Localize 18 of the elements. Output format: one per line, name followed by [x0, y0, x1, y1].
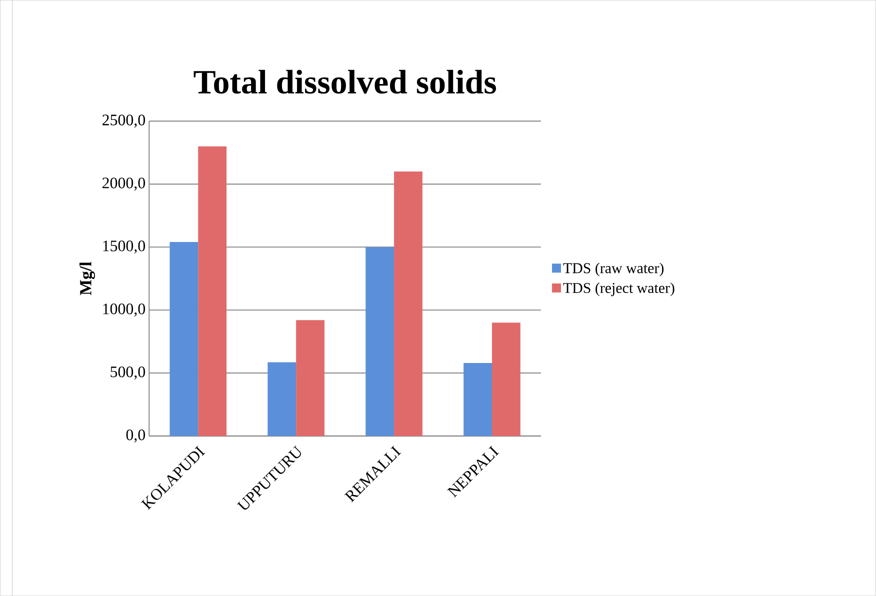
- y-tick-label: 2500,0: [102, 114, 146, 128]
- bar: [464, 362, 492, 436]
- bar: [394, 171, 422, 436]
- y-tick-label: 1500,0: [103, 240, 146, 254]
- bar: [268, 362, 296, 436]
- legend-label: TDS (raw water): [563, 262, 664, 276]
- y-axis-title: Mg/l: [79, 262, 95, 296]
- y-tick-label: 0,0: [126, 429, 146, 442]
- bar: [198, 146, 227, 436]
- legend-label: TDS (reject water): [563, 282, 674, 296]
- y-tick-label: 2000,0: [102, 178, 146, 191]
- y-tick-label: 1000,0: [103, 303, 146, 317]
- chart-title: Total dissolved solids: [194, 70, 496, 94]
- bar: [296, 320, 324, 436]
- bar: [170, 242, 198, 436]
- bar: [366, 247, 394, 436]
- y-tick-label: 500,0: [110, 366, 146, 380]
- bar: [492, 322, 520, 436]
